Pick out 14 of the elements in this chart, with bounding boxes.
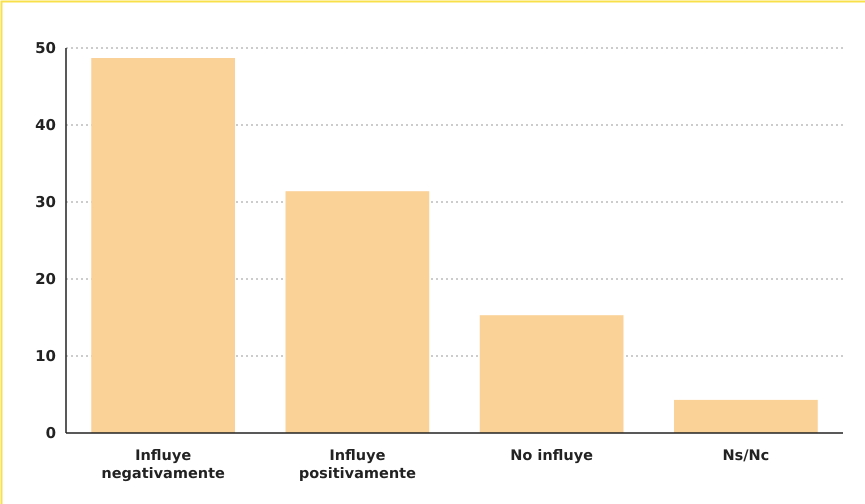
y-tick-label: 20: [35, 270, 56, 288]
y-tick-label: 0: [46, 424, 56, 442]
bar: [480, 315, 624, 433]
y-tick-label: 40: [35, 116, 56, 134]
x-tick-label: No influye: [510, 448, 594, 464]
x-tick-label: Influye positivamente: [298, 448, 416, 482]
x-tick-label: Ns/Nc: [722, 448, 770, 464]
y-tick-label: 10: [35, 346, 56, 365]
bar: [674, 400, 818, 433]
x-tick-label: Influye negativamente: [101, 448, 226, 482]
bar: [91, 58, 235, 433]
y-tick-label: 30: [35, 192, 56, 211]
bar: [286, 191, 430, 433]
y-tick-label: 50: [35, 38, 56, 57]
